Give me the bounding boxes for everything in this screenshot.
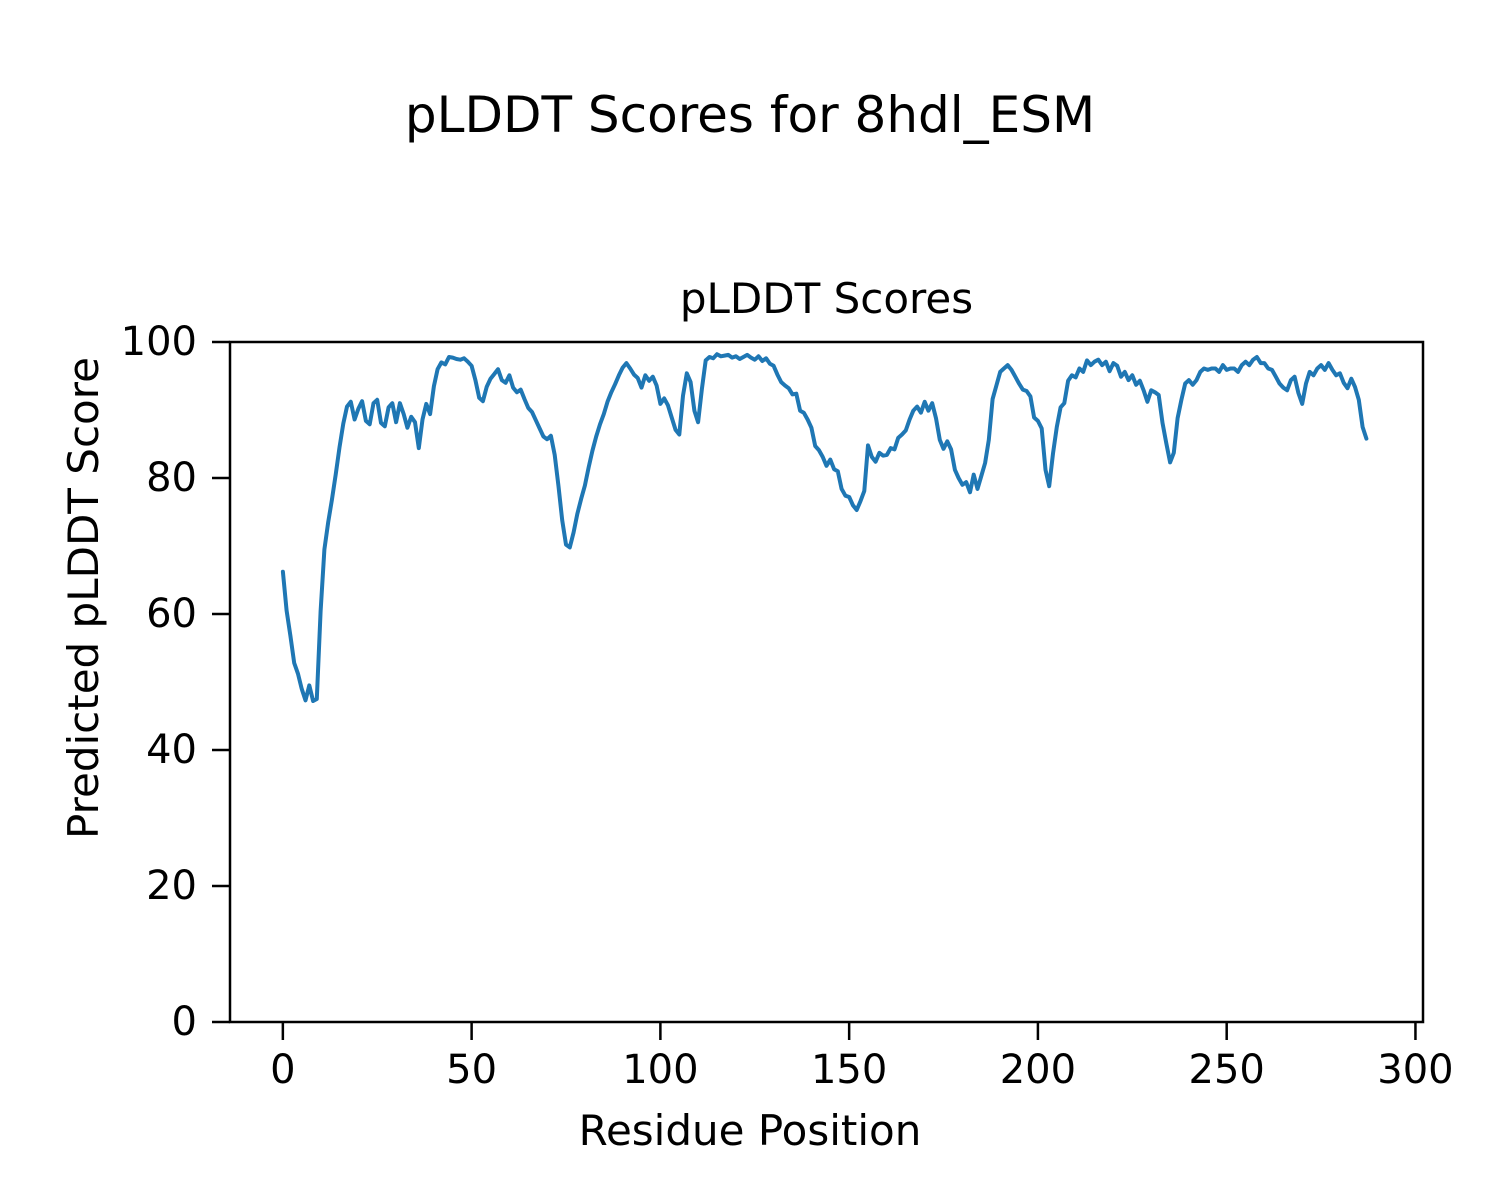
axes-title: pLDDT Scores — [679, 274, 974, 323]
plddt-line — [280, 352, 1369, 703]
x-tick-label: 150 — [810, 1047, 888, 1093]
figure-title: pLDDT Scores for 8hdl_ESM — [404, 86, 1096, 144]
x-tick-label: 250 — [1188, 1047, 1265, 1093]
y-tick-label: 0 — [171, 999, 197, 1045]
x-tick-label: 300 — [1377, 1047, 1454, 1093]
x-tick-label: 100 — [622, 1047, 699, 1093]
y-axis-label: Predicted pLDDT Score — [58, 357, 108, 839]
x-tick-marks — [281, 1022, 1417, 1040]
x-tick-label: 0 — [270, 1047, 296, 1093]
x-tick-label: 200 — [999, 1047, 1077, 1093]
x-axis-label: Residue Position — [578, 1106, 922, 1155]
axes-spines — [228, 340, 1425, 1024]
x-tick-label: 50 — [446, 1047, 498, 1093]
y-tick-label: 60 — [146, 591, 197, 637]
y-tick-marks — [212, 340, 230, 1024]
y-tick-label: 100 — [120, 319, 197, 365]
y-tick-label: 20 — [146, 863, 197, 909]
y-tick-label: 40 — [146, 727, 197, 773]
y-tick-label: 80 — [146, 455, 197, 501]
